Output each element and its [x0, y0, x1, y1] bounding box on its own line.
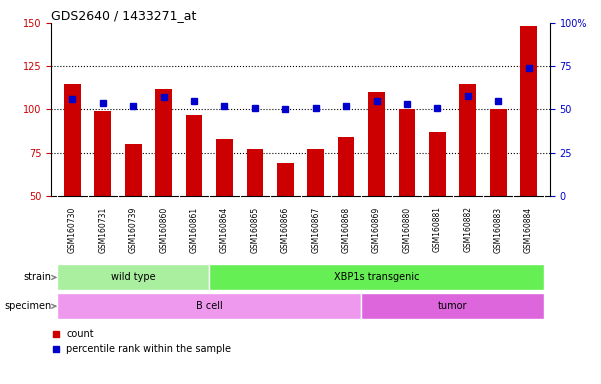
Bar — [57, 293, 361, 319]
Text: GSM160739: GSM160739 — [129, 206, 138, 253]
Bar — [94, 111, 111, 196]
Bar — [246, 149, 263, 196]
Text: GSM160883: GSM160883 — [493, 206, 502, 253]
Bar — [520, 26, 537, 196]
Text: GDS2640 / 1433271_at: GDS2640 / 1433271_at — [51, 9, 197, 22]
Text: XBP1s transgenic: XBP1s transgenic — [334, 272, 419, 283]
Text: GSM160730: GSM160730 — [68, 206, 77, 253]
Text: GSM160881: GSM160881 — [433, 207, 442, 252]
Bar — [338, 137, 355, 196]
Bar — [307, 149, 324, 196]
Text: GSM160880: GSM160880 — [403, 206, 412, 253]
Text: GSM160864: GSM160864 — [220, 206, 229, 253]
Bar — [459, 84, 476, 196]
Text: GSM160869: GSM160869 — [372, 206, 381, 253]
Text: specimen: specimen — [4, 301, 56, 311]
Text: GSM160884: GSM160884 — [524, 206, 533, 253]
Text: wild type: wild type — [111, 272, 156, 283]
Bar — [361, 293, 544, 319]
Text: GSM160865: GSM160865 — [251, 206, 260, 253]
Text: GSM160882: GSM160882 — [463, 207, 472, 252]
Text: GSM160731: GSM160731 — [99, 206, 108, 253]
Text: GSM160860: GSM160860 — [159, 206, 168, 253]
Text: GSM160867: GSM160867 — [311, 206, 320, 253]
Bar — [398, 109, 415, 196]
Bar — [64, 84, 81, 196]
Bar — [155, 89, 172, 196]
Text: B cell: B cell — [196, 301, 222, 311]
Text: percentile rank within the sample: percentile rank within the sample — [66, 344, 231, 354]
Bar — [368, 92, 385, 196]
Bar — [277, 163, 294, 196]
Bar — [125, 144, 142, 196]
Text: GSM160866: GSM160866 — [281, 206, 290, 253]
Bar — [216, 139, 233, 196]
Text: count: count — [66, 329, 94, 339]
Bar — [209, 265, 544, 290]
Text: strain: strain — [23, 272, 56, 283]
Bar — [429, 132, 446, 196]
Text: GSM160861: GSM160861 — [189, 206, 198, 253]
Text: tumor: tumor — [438, 301, 468, 311]
Bar — [490, 109, 507, 196]
Bar — [186, 115, 203, 196]
Bar — [57, 265, 209, 290]
Text: GSM160868: GSM160868 — [341, 206, 350, 253]
